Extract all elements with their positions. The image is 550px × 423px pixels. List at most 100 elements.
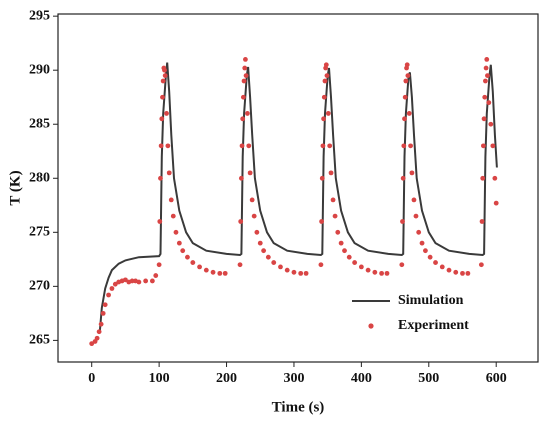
- y-tick-label: 295: [29, 8, 50, 23]
- x-tick-label: 400: [351, 371, 372, 386]
- experiment-point: [346, 254, 352, 260]
- experiment-point: [129, 278, 135, 284]
- experiment-point: [168, 197, 174, 203]
- experiment-point: [243, 56, 248, 62]
- x-tick-label: 300: [283, 371, 304, 386]
- experiment-point: [411, 197, 417, 203]
- experiment-point: [160, 94, 165, 100]
- experiment-point: [372, 269, 378, 275]
- experiment-point: [240, 94, 246, 100]
- experiment-point: [321, 116, 327, 122]
- x-tick-label: 200: [216, 371, 237, 386]
- experiment-point: [162, 67, 167, 73]
- experiment-point: [338, 240, 344, 246]
- experiment-point: [203, 267, 209, 273]
- experiment-point: [490, 143, 496, 149]
- experiment-point: [284, 267, 290, 273]
- experiment-point: [492, 175, 498, 181]
- experiment-point: [488, 121, 494, 127]
- experiment-point: [352, 260, 358, 265]
- experiment-point: [271, 260, 277, 265]
- legend-label: Experiment: [398, 318, 469, 333]
- experiment-point: [242, 65, 248, 71]
- experiment-point: [109, 286, 115, 291]
- experiment-point: [160, 78, 166, 84]
- experiment-point: [164, 111, 169, 116]
- experiment-point: [484, 56, 490, 62]
- experiment-point: [197, 264, 202, 270]
- y-tick-label: 270: [29, 279, 50, 294]
- x-tick-label: 0: [88, 371, 95, 386]
- experiment-point: [149, 278, 155, 284]
- experiment-point: [404, 62, 410, 68]
- experiment-point: [173, 229, 179, 235]
- experiment-point: [254, 229, 260, 235]
- experiment-point: [416, 229, 422, 235]
- experiment-point: [342, 248, 347, 254]
- experiment-point: [399, 262, 405, 268]
- legend-marker: [368, 323, 374, 329]
- experiment-point: [240, 116, 246, 122]
- experiment-point: [239, 143, 245, 149]
- experiment-point: [222, 270, 228, 276]
- x-tick-label: 600: [486, 371, 507, 386]
- experiment-point: [243, 73, 249, 79]
- experiment-point: [245, 111, 250, 116]
- experiment-point: [238, 175, 244, 181]
- experiment-point: [479, 219, 485, 224]
- experiment-point: [319, 219, 324, 224]
- experiment-point: [100, 310, 106, 316]
- y-tick-label: 275: [29, 225, 50, 240]
- experiment-point: [247, 170, 253, 176]
- experiment-point: [409, 170, 415, 176]
- experiment-point: [257, 240, 263, 246]
- experiment-point: [157, 219, 163, 224]
- y-axis-label: T (K): [7, 170, 23, 205]
- experiment-point: [482, 94, 488, 100]
- experiment-point: [324, 73, 330, 79]
- experiment-point: [423, 248, 428, 254]
- experiment-point: [156, 262, 162, 268]
- experiment-point: [401, 143, 407, 149]
- experiment-point: [453, 269, 459, 275]
- experiment-point: [318, 262, 324, 268]
- experiment-point: [433, 260, 438, 265]
- experiment-point: [319, 175, 325, 181]
- experiment-point: [237, 262, 243, 268]
- experiment-point: [400, 175, 406, 181]
- experiment-point: [321, 94, 327, 100]
- experiment-point: [98, 321, 104, 327]
- experiment-point: [483, 78, 488, 84]
- y-tick-label: 265: [29, 333, 50, 348]
- experiment-point: [158, 143, 164, 149]
- experiment-point: [176, 240, 182, 246]
- legend-label: Simulation: [398, 293, 464, 308]
- experiment-point: [384, 270, 390, 276]
- experiment-point: [480, 143, 486, 149]
- experiment-point: [403, 78, 409, 84]
- experiment-point: [335, 229, 341, 235]
- experiment-point: [170, 213, 176, 219]
- experiment-point: [143, 278, 149, 284]
- experiment-point: [249, 197, 255, 203]
- x-axis-label: Time (s): [272, 399, 325, 415]
- y-tick-label: 290: [29, 62, 50, 77]
- experiment-point: [94, 335, 100, 341]
- experiment-point: [406, 111, 412, 116]
- experiment-point: [102, 302, 108, 308]
- simulation-line: [98, 62, 498, 332]
- experiment-point: [493, 200, 499, 206]
- experiment-point: [402, 116, 407, 122]
- y-tick-label: 280: [29, 170, 50, 185]
- experiment-point: [460, 270, 465, 276]
- experiment-point: [358, 264, 364, 270]
- experiment-point: [320, 143, 326, 149]
- experiment-point: [413, 213, 419, 219]
- x-tick-label: 500: [418, 371, 439, 386]
- experiment-point: [210, 269, 216, 275]
- experiment-point: [180, 248, 186, 254]
- experiment-point: [166, 170, 172, 176]
- experiment-point: [106, 292, 111, 298]
- experiment-point: [241, 78, 247, 84]
- experiment-point: [96, 329, 102, 335]
